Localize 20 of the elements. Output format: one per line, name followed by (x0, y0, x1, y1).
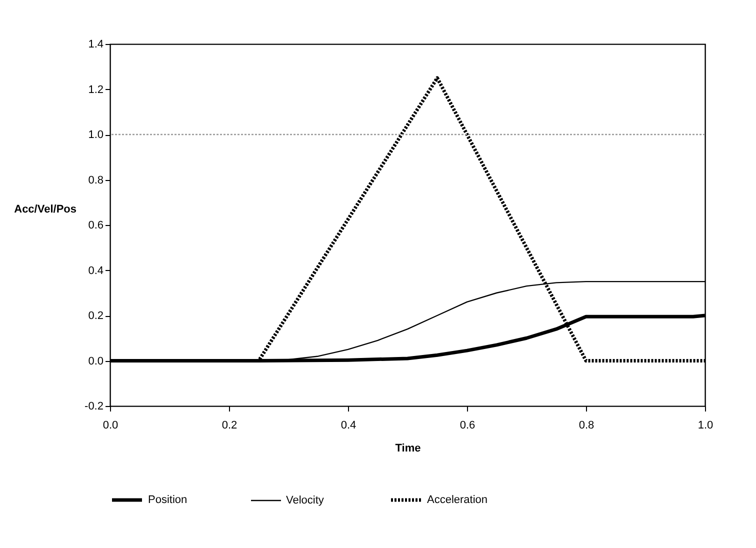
legend-label: Velocity (286, 494, 324, 506)
y-tick-label: 0.4 (88, 264, 104, 277)
legend-label: Acceleration (427, 494, 488, 506)
x-tick-label: 0.8 (578, 420, 594, 432)
x-axis-title: Time (395, 442, 421, 454)
y-tick-label: 1.0 (88, 129, 104, 141)
y-tick-label: 0.0 (88, 355, 104, 368)
y-tick-label: 0.2 (88, 310, 104, 322)
x-tick-label: 1.0 (698, 420, 714, 432)
x-tick-label: 0.0 (102, 420, 118, 432)
x-tick-label: 0.2 (222, 420, 238, 432)
y-tick-label: 0.8 (88, 174, 104, 186)
y-tick-label: 0.6 (88, 220, 104, 232)
y-tick-label: 1.2 (88, 84, 104, 96)
y-axis-title: Acc/Vel/Pos (14, 204, 76, 216)
y-tick-label: -0.2 (84, 400, 104, 412)
y-tick-label: 1.4 (88, 38, 104, 50)
x-tick-label: 0.4 (340, 420, 356, 432)
x-tick-label: 0.6 (460, 420, 476, 432)
legend-label: Position (148, 494, 188, 506)
